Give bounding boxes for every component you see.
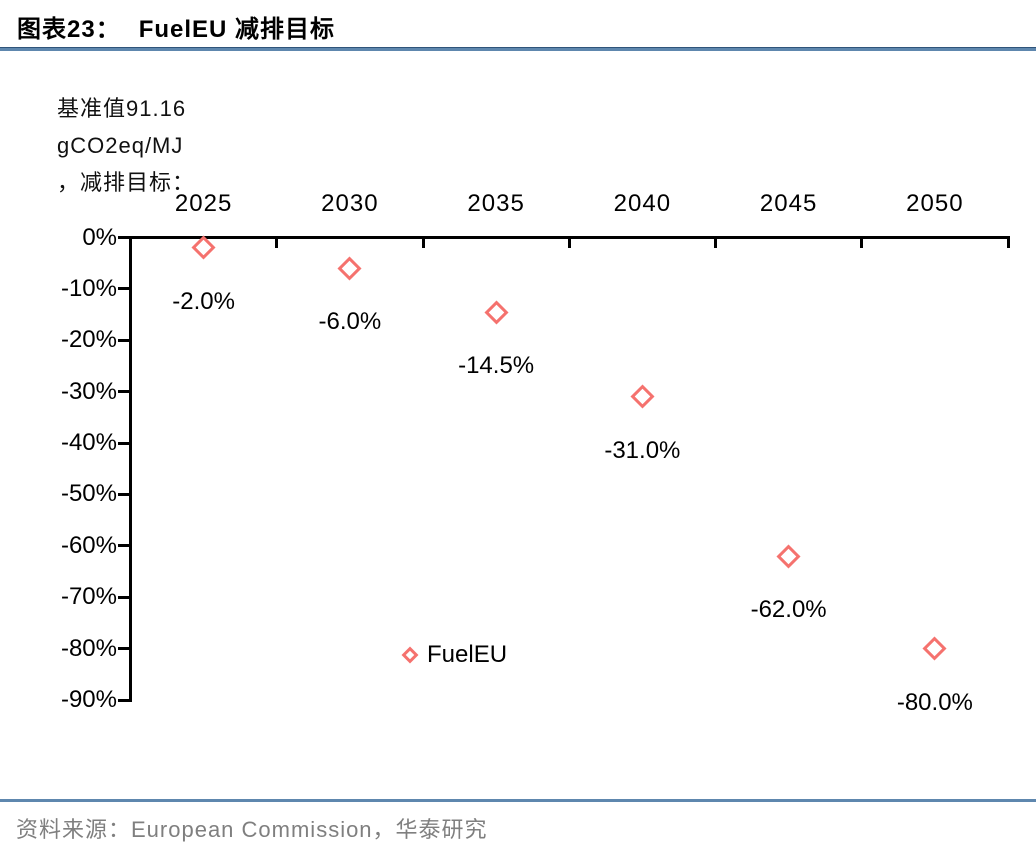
data-point-diamond xyxy=(776,544,801,569)
x-axis-tick xyxy=(714,236,717,248)
y-axis-label: 0% xyxy=(82,223,117,251)
source-note: 资料来源：European Commission，华泰研究 xyxy=(16,817,488,842)
x-axis-label: 2025 xyxy=(174,190,233,217)
figure-title: 图表23： FuelEU 减排目标 xyxy=(17,9,335,44)
x-axis-tick xyxy=(129,236,132,248)
baseline-annotation: 基准值91.16 gCO2eq/MJ ，减排目标： xyxy=(57,90,195,201)
y-axis-tick xyxy=(118,338,130,342)
x-axis-label: 2050 xyxy=(906,190,964,217)
x-axis-tick xyxy=(1006,236,1010,248)
x-axis-tick xyxy=(567,236,571,248)
data-point-diamond xyxy=(484,299,509,325)
y-axis-tick xyxy=(118,698,130,702)
y-axis-label: -80% xyxy=(60,634,117,662)
data-point-diamond xyxy=(337,256,362,281)
title-divider-line xyxy=(0,47,1036,51)
figure-title-text: FuelEU 减排目标 xyxy=(138,16,336,43)
y-axis-label: -20% xyxy=(60,326,117,354)
x-axis-label: 2045 xyxy=(759,190,818,217)
data-point-label: -6.0% xyxy=(318,308,382,336)
x-axis-tick xyxy=(421,236,425,248)
y-axis-line xyxy=(129,236,132,702)
y-axis-label: -90% xyxy=(60,686,117,713)
x-axis-tick xyxy=(275,236,279,248)
data-point-diamond xyxy=(191,235,216,260)
data-point-label: -31.0% xyxy=(604,436,681,464)
data-point-label: -62.0% xyxy=(750,596,827,624)
y-axis-tick xyxy=(118,236,130,239)
data-point-label: -14.5% xyxy=(458,352,535,379)
fueleu-scatter-chart: 基准值91.16 gCO2eq/MJ ，减排目标： 2025 2030 2035 20… xyxy=(57,90,1010,716)
y-axis-tick xyxy=(118,595,130,599)
figure-number-label: 图表23： xyxy=(17,16,121,43)
legend-series-label: FuelEU xyxy=(427,641,508,668)
y-axis-label: -70% xyxy=(60,583,117,611)
chart-legend: FuelEU xyxy=(401,641,508,669)
data-point-diamond xyxy=(922,636,947,661)
annotation-line-3: ，减排目标： xyxy=(57,170,196,195)
y-axis-label: -30% xyxy=(60,377,117,405)
x-axis-label: 2035 xyxy=(467,190,525,217)
y-axis-label: -50% xyxy=(60,480,117,508)
annotation-line-2: gCO2eq/MJ xyxy=(57,133,184,158)
data-point-diamond xyxy=(630,384,655,409)
annotation-line-1: 基准值91.16 xyxy=(57,96,187,121)
y-axis-label: -60% xyxy=(60,531,117,559)
y-axis-label: -40% xyxy=(60,429,117,457)
data-point-label: -80.0% xyxy=(896,688,973,716)
legend-diamond-icon xyxy=(401,646,419,664)
y-axis-tick xyxy=(118,647,130,651)
y-axis-tick xyxy=(118,287,130,291)
x-axis-label: 2030 xyxy=(321,190,379,217)
x-axis-tick xyxy=(860,236,864,248)
y-axis-tick xyxy=(118,390,130,394)
data-point-label: -2.0% xyxy=(172,287,235,315)
y-axis-tick xyxy=(118,492,130,496)
y-axis-label: -10% xyxy=(60,274,117,302)
y-axis-tick xyxy=(118,544,130,548)
y-axis-tick xyxy=(118,441,130,445)
x-axis-label: 2040 xyxy=(613,190,672,217)
footer-divider-line xyxy=(0,799,1036,802)
